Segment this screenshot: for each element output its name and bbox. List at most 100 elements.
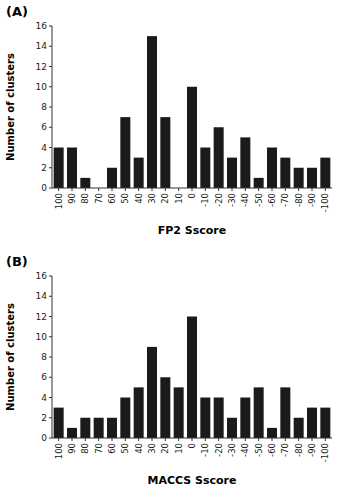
y-tick-label: 4: [41, 393, 47, 403]
x-tick: [72, 188, 73, 191]
x-tick-label: -10: [200, 193, 210, 207]
x-tick-label: 30: [147, 443, 157, 454]
x-tick: [112, 438, 113, 441]
x-tick: [152, 188, 153, 191]
x-tick: [285, 188, 286, 191]
x-tick: [192, 438, 193, 441]
x-tick: [232, 438, 233, 441]
x-tick: [125, 188, 126, 191]
figure: (A)02468101214161009080706050403020100-1…: [0, 0, 340, 500]
x-tick: [192, 188, 193, 191]
y-tick-label: 0: [41, 433, 47, 443]
x-tick: [72, 438, 73, 441]
y-tick: [49, 276, 52, 277]
x-tick: [245, 188, 246, 191]
x-tick: [312, 188, 313, 191]
bar: [80, 418, 90, 438]
x-tick: [325, 438, 326, 441]
y-axis-label: Number of clusters: [5, 303, 16, 411]
x-tick: [272, 188, 273, 191]
y-tick: [49, 188, 52, 189]
x-tick-label: -80: [294, 193, 304, 207]
bar: [120, 117, 130, 188]
x-tick-label: 80: [80, 443, 90, 454]
x-tick-label: 20: [160, 443, 170, 454]
x-tick-label: -10: [200, 443, 210, 457]
bar: [280, 387, 290, 438]
x-tick-label: 60: [107, 443, 117, 454]
x-tick-label: -70: [280, 193, 290, 207]
y-tick: [49, 26, 52, 27]
bar: [240, 137, 250, 188]
bar: [307, 168, 317, 188]
x-tick-label: -30: [227, 443, 237, 457]
x-tick: [98, 438, 99, 441]
y-tick: [49, 397, 52, 398]
y-tick-label: 2: [41, 413, 47, 423]
bar: [254, 178, 264, 188]
x-tick-label: 50: [120, 193, 130, 204]
y-tick-label: 0: [41, 183, 47, 193]
y-tick: [49, 296, 52, 297]
x-tick: [125, 438, 126, 441]
y-tick-label: 10: [36, 82, 48, 92]
bar: [200, 148, 210, 189]
bar: [187, 87, 197, 188]
bar: [67, 148, 77, 189]
bar: [280, 158, 290, 188]
x-tick-label: -70: [280, 443, 290, 457]
x-tick-label: 0: [187, 443, 197, 448]
x-tick-label: 60: [107, 193, 117, 204]
bar: [187, 317, 197, 439]
bar: [147, 347, 157, 438]
x-tick: [98, 188, 99, 191]
bars: [54, 317, 331, 439]
y-tick: [49, 417, 52, 418]
bar: [160, 117, 170, 188]
x-tick-label: -100: [320, 443, 330, 462]
x-tick-label: -40: [240, 443, 250, 457]
bar: [214, 398, 224, 439]
bar: [107, 168, 117, 188]
bar: [294, 418, 304, 438]
x-tick-label: -90: [307, 443, 317, 457]
x-tick: [138, 188, 139, 191]
x-tick: [165, 438, 166, 441]
panel-label: (B): [6, 254, 28, 269]
x-tick: [298, 438, 299, 441]
x-tick-label: 40: [134, 443, 144, 454]
x-tick: [245, 438, 246, 441]
bar: [94, 418, 104, 438]
x-tick-label: -40: [240, 193, 250, 207]
bar: [254, 387, 264, 438]
x-tick: [205, 188, 206, 191]
bar: [120, 398, 130, 439]
x-tick: [178, 438, 179, 441]
y-tick: [49, 46, 52, 47]
y-tick-label: 16: [36, 271, 48, 281]
bar: [134, 158, 144, 188]
x-tick-label: 10: [174, 193, 184, 204]
x-tick-label: 0: [187, 193, 197, 198]
x-tick: [138, 438, 139, 441]
x-tick-label: 90: [67, 193, 77, 204]
x-tick: [218, 188, 219, 191]
x-tick: [325, 188, 326, 191]
bar: [54, 408, 64, 438]
y-tick-label: 12: [36, 62, 47, 72]
bars: [54, 36, 331, 188]
x-tick-label: -20: [214, 443, 224, 457]
y-tick: [49, 66, 52, 67]
y-tick: [49, 316, 52, 317]
y-tick: [49, 147, 52, 148]
x-tick: [178, 188, 179, 191]
x-tick: [232, 188, 233, 191]
page: {"chart_data": [ {"type": "bar", "title"…: [0, 0, 340, 500]
bar: [160, 377, 170, 438]
x-axis-label: FP2 Sscore: [158, 224, 227, 237]
x-tick: [112, 188, 113, 191]
x-tick: [312, 438, 313, 441]
panel: (B)02468101214161009080706050403020100-1…: [5, 254, 332, 487]
x-tick-label: 40: [134, 193, 144, 204]
y-tick: [49, 357, 52, 358]
